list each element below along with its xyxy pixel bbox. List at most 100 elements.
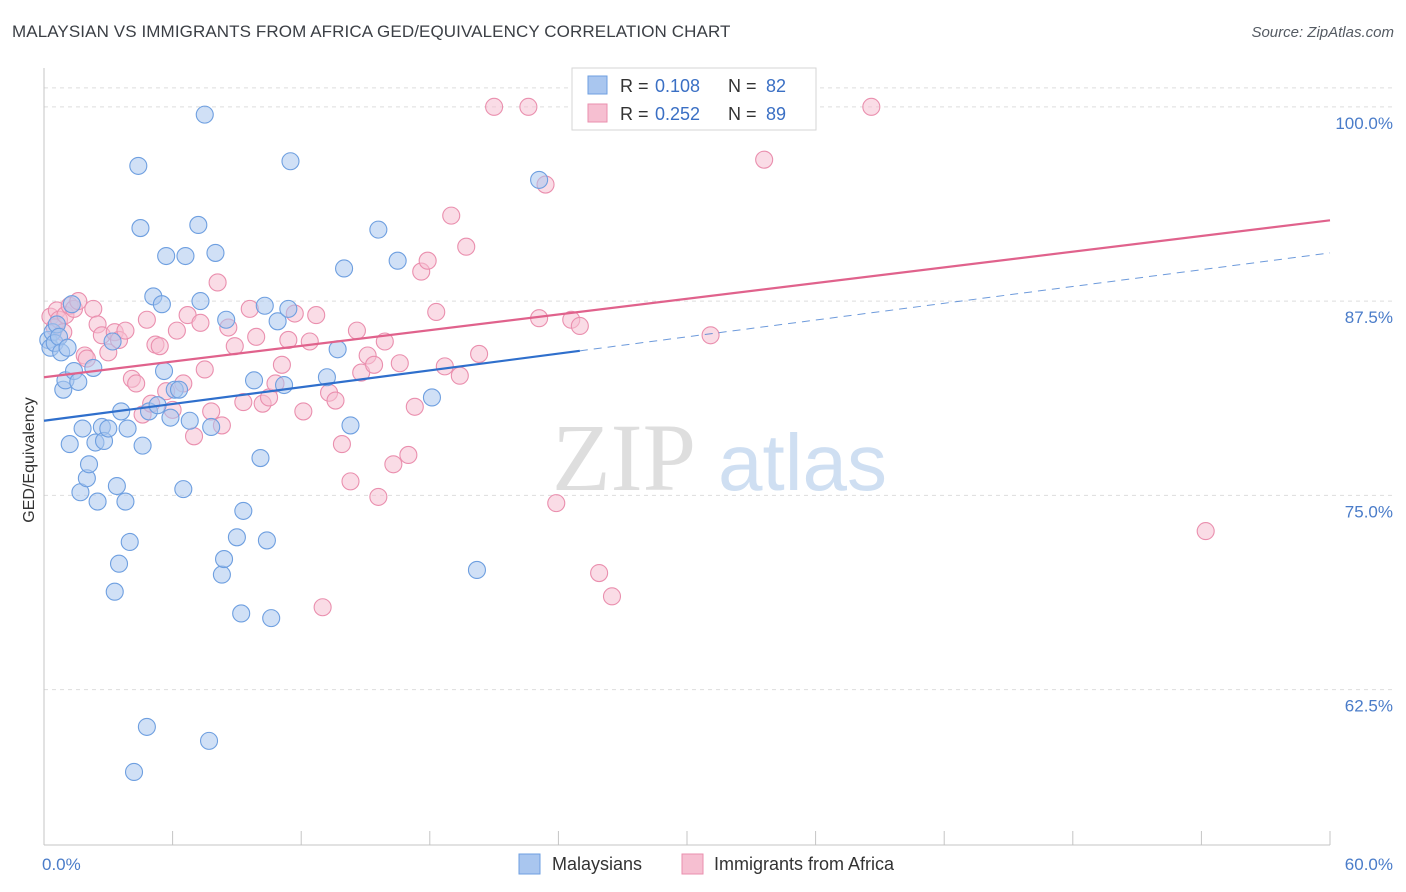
data-point-africa <box>247 327 266 346</box>
data-point-africa <box>191 313 210 332</box>
data-point-africa <box>272 355 291 374</box>
data-point-malaysian <box>268 312 287 331</box>
data-point-malaysian <box>157 246 176 266</box>
bottom-legend-label-africa: Immigrants from Africa <box>714 854 895 874</box>
bottom-legend-swatch-malaysians <box>518 853 541 875</box>
data-point-malaysian <box>176 246 195 266</box>
data-point-malaysian <box>169 380 189 399</box>
data-point-africa <box>384 455 403 474</box>
data-point-africa <box>427 302 446 322</box>
data-point-malaysian <box>109 554 129 573</box>
stats-legend-n-value-1: 82 <box>766 76 786 96</box>
data-point-africa <box>399 445 418 464</box>
bottom-legend-label-malaysians: Malaysians <box>552 854 642 874</box>
data-point-africa <box>184 427 204 446</box>
stats-legend: R = 0.108 N = 82 R = 0.252 N = 89 <box>571 67 817 131</box>
watermark-atlas: atlas <box>718 418 887 507</box>
data-point-malaysian <box>317 368 336 387</box>
chart-source: Source: ZipAtlas.com <box>1251 24 1394 41</box>
data-point-malaysian <box>118 419 137 438</box>
data-point-malaysian <box>88 492 107 511</box>
y-tick-label: 87.5% <box>1345 308 1393 327</box>
data-point-africa <box>590 563 609 583</box>
data-point-africa <box>137 310 156 329</box>
stats-legend-n-value-2: 89 <box>766 104 786 124</box>
data-point-africa <box>390 354 409 373</box>
data-point-malaysian <box>79 455 99 474</box>
data-point-africa <box>457 237 476 256</box>
data-point-malaysian <box>214 550 234 569</box>
data-point-malaysian <box>60 435 79 454</box>
y-tick-label: 75.0% <box>1345 502 1393 521</box>
data-point-africa <box>167 321 186 340</box>
data-point-africa <box>862 97 881 116</box>
y-axis-title: GED/Equivalency <box>21 397 38 522</box>
data-point-malaysian <box>467 560 487 579</box>
data-point-africa <box>84 299 103 318</box>
data-point-malaysian <box>73 419 92 438</box>
data-point-africa <box>547 494 566 513</box>
data-point-africa <box>234 393 253 412</box>
data-point-africa <box>347 321 366 340</box>
data-point-malaysian <box>244 371 264 390</box>
data-point-malaysian <box>335 259 354 278</box>
data-point-africa <box>240 299 259 318</box>
data-point-malaysian <box>174 480 193 499</box>
data-point-africa <box>405 397 424 416</box>
data-point-malaysian <box>191 292 210 311</box>
data-point-africa <box>150 337 169 356</box>
data-point-africa <box>307 306 326 325</box>
data-point-africa <box>369 487 388 506</box>
data-point-africa <box>116 321 135 340</box>
y-tick-labels: 62.5% 75.0% 87.5% 100.0% <box>1335 114 1393 716</box>
data-point-malaysian <box>206 243 225 262</box>
data-point-malaysian <box>195 105 214 124</box>
trend-lines <box>43 219 1331 422</box>
watermark: ZIP atlas <box>552 404 887 511</box>
data-point-africa <box>300 332 319 351</box>
data-point-africa <box>127 374 146 393</box>
data-point-malaysian <box>58 338 77 357</box>
data-point-africa <box>1196 522 1215 541</box>
x-tick-label: 60.0% <box>1345 855 1393 874</box>
data-point-malaysian <box>328 340 347 359</box>
data-point-malaysian <box>124 762 144 782</box>
data-point-malaysian <box>116 492 135 511</box>
data-point-malaysian <box>152 295 171 314</box>
data-point-malaysian <box>103 332 122 351</box>
data-point-malaysian <box>257 531 276 550</box>
data-point-malaysian <box>217 310 236 329</box>
data-point-africa <box>519 97 538 116</box>
data-point-malaysian <box>251 449 270 468</box>
stats-legend-n-label-2: N = <box>728 104 757 124</box>
trend-line-malaysians-extension <box>579 252 1331 352</box>
y-tick-label: 100.0% <box>1335 114 1393 133</box>
data-point-africa <box>418 251 437 270</box>
data-point-malaysian <box>422 388 441 407</box>
data-point-malaysian <box>232 604 251 623</box>
data-point-africa <box>313 598 332 617</box>
data-point-africa <box>450 366 469 385</box>
data-point-africa <box>435 357 454 376</box>
bottom-legend: Malaysians Immigrants from Africa <box>518 853 895 875</box>
data-point-africa <box>202 402 221 421</box>
data-point-africa <box>225 337 244 356</box>
data-point-africa <box>570 316 589 336</box>
data-point-malaysian <box>69 372 88 391</box>
stats-legend-swatch-africa <box>587 103 608 123</box>
stats-legend-r-label-2: R = <box>620 104 649 124</box>
data-point-malaysian <box>189 215 208 235</box>
data-point-malaysian <box>161 408 180 427</box>
data-point-malaysian <box>255 296 274 315</box>
data-point-malaysian <box>262 609 281 628</box>
data-point-malaysian <box>180 411 199 430</box>
data-point-malaysian <box>105 582 124 601</box>
data-point-malaysian <box>133 436 152 455</box>
data-point-africa <box>470 344 489 363</box>
data-point-africa <box>195 360 214 379</box>
data-point-malaysian <box>234 501 253 520</box>
data-point-africa <box>365 355 384 374</box>
data-point-malaysian <box>154 361 174 381</box>
watermark-zip: ZIP <box>552 404 696 511</box>
